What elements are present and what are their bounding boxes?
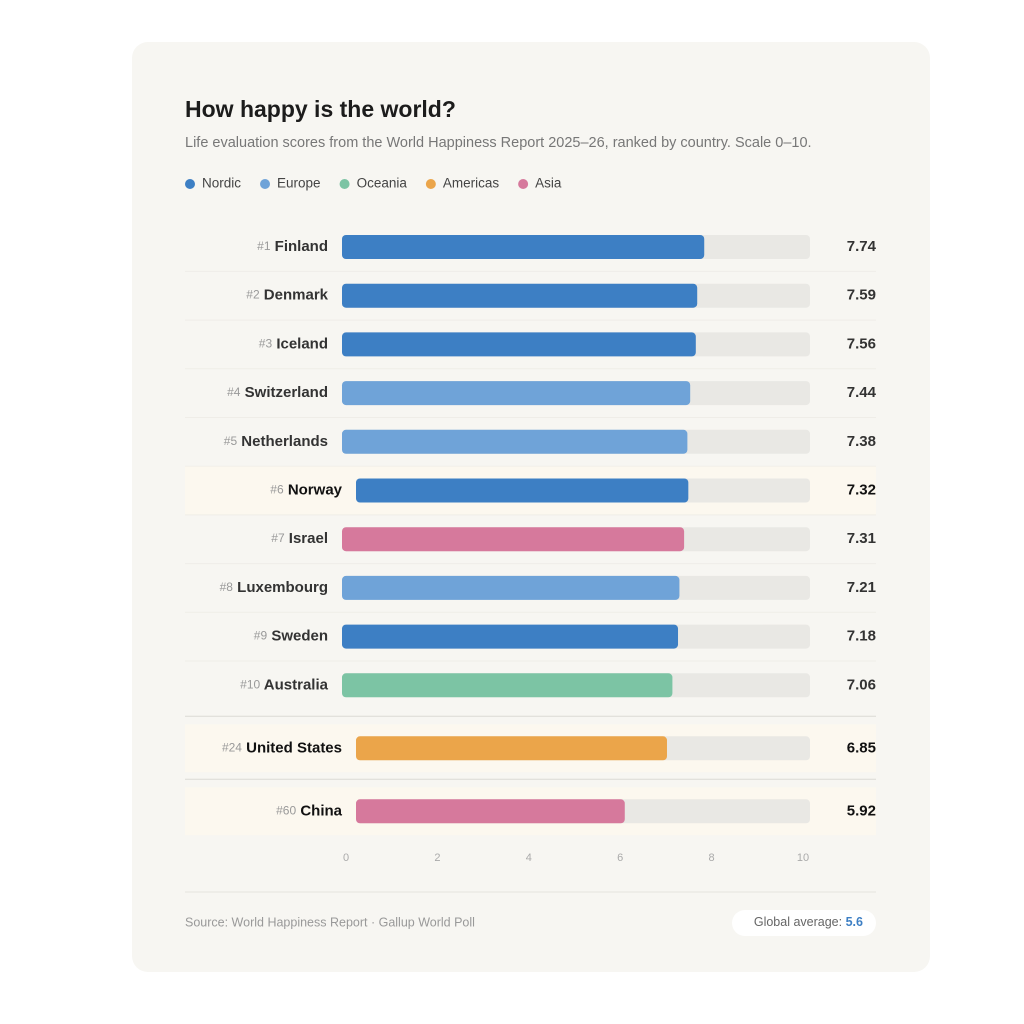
country-name: Australia: [264, 676, 329, 693]
rank-label: #6: [270, 483, 284, 497]
rank-label: #10: [240, 677, 260, 691]
country-name: Iceland: [276, 335, 328, 352]
legend-label: Europe: [277, 176, 321, 191]
country-name: Israel: [289, 530, 328, 547]
category-label: #9 Sweden: [254, 628, 328, 645]
country-name: Luxembourg: [237, 579, 328, 596]
legend-swatch: [425, 179, 436, 189]
category-label: #8 Luxembourg: [220, 579, 328, 596]
category-label: #4 Switzerland: [227, 384, 328, 401]
rank-label: #2: [246, 288, 260, 302]
bar: [342, 332, 696, 357]
x-tick-label: 4: [526, 852, 532, 864]
bar: [342, 624, 679, 649]
value-label: 7.21: [847, 579, 876, 596]
legend-swatch: [185, 179, 195, 189]
rank-label: #7: [271, 531, 285, 545]
value-label: 7.56: [847, 335, 876, 352]
country-name: Switzerland: [245, 384, 328, 401]
country-name: Norway: [288, 481, 343, 498]
category-label: #5 Netherlands: [224, 433, 328, 450]
legend-swatch: [339, 179, 350, 189]
rank-label: #5: [224, 434, 238, 448]
rank-label: #1: [257, 239, 271, 253]
average-label: Global average:: [754, 915, 842, 929]
average-note: Global average: 5.6: [754, 915, 863, 929]
bar: [342, 381, 691, 406]
category-label: #2 Denmark: [246, 287, 328, 304]
country-name: Sweden: [271, 628, 328, 645]
value-label: 6.85: [847, 739, 876, 756]
chart-title: How happy is the world?: [185, 96, 456, 122]
bar: [356, 478, 689, 503]
country-name: Netherlands: [241, 433, 328, 450]
bar: [342, 527, 685, 552]
country-name: China: [300, 802, 342, 819]
value-label: 7.31: [847, 530, 876, 547]
country-name: United States: [246, 739, 342, 756]
legend-label: Americas: [443, 176, 500, 191]
country-name: Denmark: [264, 287, 329, 304]
value-label: 7.06: [847, 676, 876, 693]
rank-label: #4: [227, 385, 241, 399]
country-name: Finland: [275, 238, 328, 255]
legend-label: Nordic: [202, 176, 241, 191]
bar: [342, 283, 698, 308]
x-tick-label: 10: [797, 852, 809, 864]
category-label: #1 Finland: [257, 238, 328, 255]
legend-label: Oceania: [357, 176, 408, 191]
source: Source: World Happiness Report · Gallup …: [185, 915, 475, 929]
bar: [342, 673, 673, 698]
rank-label: #3: [259, 337, 273, 351]
category-label: #24 United States: [222, 739, 342, 756]
category-label: #6 Norway: [270, 481, 342, 498]
bar: [356, 799, 625, 824]
value-label: 7.18: [847, 628, 876, 645]
rank-label: #8: [220, 580, 234, 594]
average-value: 5.6: [846, 915, 863, 929]
value-label: 7.74: [847, 238, 877, 255]
category-label: #60 China: [276, 802, 343, 819]
x-tick-label: 6: [617, 852, 623, 864]
rank-label: #9: [254, 629, 268, 643]
value-label: 7.32: [847, 481, 876, 498]
category-label: #3 Iceland: [259, 335, 328, 352]
bar: [342, 575, 680, 600]
bar: [356, 736, 667, 761]
x-tick-label: 0: [343, 852, 349, 864]
bar: [342, 429, 688, 454]
rank-label: #24: [222, 740, 242, 754]
value-label: 7.38: [847, 433, 876, 450]
chart-subtitle: Life evaluation scores from the World Ha…: [185, 135, 812, 151]
legend-swatch: [260, 179, 271, 189]
category-label: #10 Australia: [240, 676, 329, 693]
x-tick-label: 2: [434, 852, 440, 864]
x-tick-label: 8: [709, 852, 715, 864]
legend-label: Asia: [535, 176, 562, 191]
value-label: 7.59: [847, 287, 876, 304]
legend-swatch: [518, 179, 529, 189]
average-pill: [732, 910, 876, 936]
value-label: 7.44: [847, 384, 877, 401]
rank-label: #60: [276, 803, 296, 817]
category-label: #7 Israel: [271, 530, 328, 547]
value-label: 5.92: [847, 802, 876, 819]
bar: [342, 235, 705, 259]
